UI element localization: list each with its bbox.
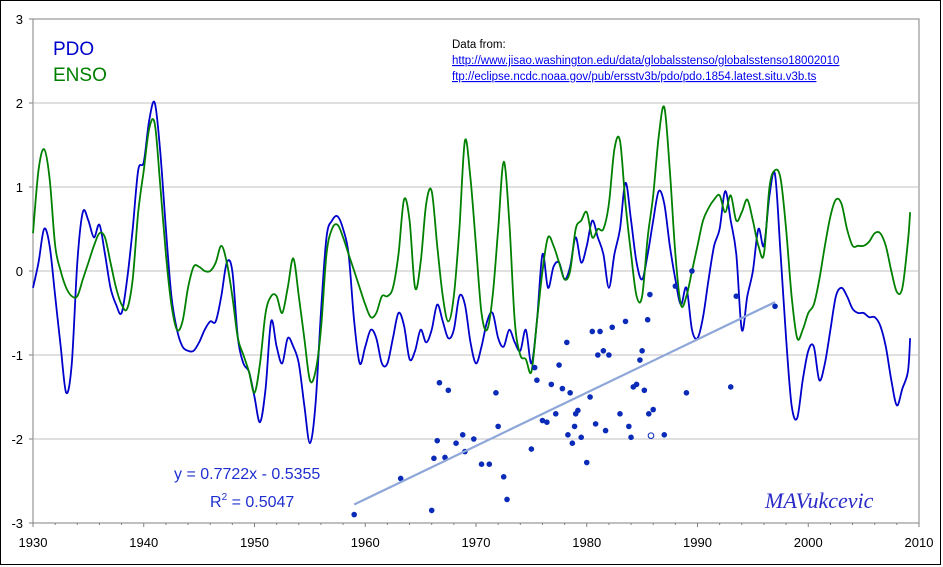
y-tick-label-3: 3 [16,12,23,27]
scatter-layer [351,268,778,518]
scatter-point-hollow-0 [647,432,655,439]
scatter-point-25 [556,362,562,368]
x-tick-label-2000: 2000 [794,535,823,550]
scatter-point-39 [595,352,601,358]
series-line-enso [32,105,911,394]
scatter-point-1 [397,475,404,482]
scatter-point-52 [639,348,645,354]
scatter-point-41 [600,348,607,354]
scatter-point-42 [602,427,609,434]
gridlines [29,18,920,527]
scatter-point-59 [672,283,679,289]
scatter-point-38 [592,421,599,427]
scatter-point-47 [626,423,632,430]
scatter-point-50 [633,381,640,388]
scatter-point-60 [683,390,690,396]
scatter-point-8 [453,440,459,447]
scatter-point-2 [428,507,435,514]
scatter-point-20 [534,377,540,384]
series-layer [32,100,911,445]
scatter-point-58 [661,432,668,438]
source-heading: Data from: [452,39,506,51]
scatter-point-61 [689,268,695,274]
scatter-point-5 [436,379,443,386]
scatter-point-29 [567,390,573,396]
scatter-point-57 [650,406,656,413]
scatter-point-33 [575,407,581,414]
regression-equation: y = 0.7722x - 0.5355 [174,466,320,483]
scatter-point-13 [486,461,493,468]
scatter-point-4 [434,437,441,444]
scatter-point-7 [445,387,452,394]
x-tick-label-1980: 1980 [572,535,601,550]
scatter-point-14 [493,390,499,396]
scatter-point-54 [644,316,651,323]
scatter-point-37 [589,328,596,335]
scatter-point-12 [478,461,485,468]
scatter-point-3 [431,455,437,462]
scatter-point-45 [617,411,623,417]
x-tick-label-1970: 1970 [462,535,491,550]
scatter-point-51 [637,357,643,363]
scatter-point-36 [587,394,593,400]
r2-value: = 0.5047 [227,494,294,511]
source-link-pdo[interactable]: ftp://eclipse.ncdc.noaa.gov/pub/ersstv3b… [452,71,817,83]
scatter-point-9 [459,432,466,438]
scatter-point-64 [772,303,778,310]
scatter-point-22 [544,419,550,426]
trendline [353,301,776,506]
scatter-point-34 [578,434,585,441]
tick-labels: 3 2 1 0 -1 -2 -3 1930 1940 1950 1960 1970 1980 1990 20… [11,12,933,550]
scatter-point-31 [571,423,578,430]
scatter-point-43 [606,352,612,358]
scatter-point-23 [548,381,555,388]
r2-prefix: R [210,494,222,511]
scatter-point-24 [552,411,559,417]
y-tick-label--1: -1 [11,348,23,363]
scatter-point-53 [641,387,648,394]
scatter-point-15 [495,423,501,430]
author-signature: MAVukcevic [764,488,874,513]
scatter-point-35 [583,459,590,466]
scatter-point-56 [647,291,653,298]
legend-enso: ENSO [53,65,107,86]
y-tick-label-1: 1 [16,180,23,195]
x-tick-label-2010: 2010 [905,535,934,550]
scatter-point-0 [351,511,357,518]
scatter-point-30 [569,440,576,447]
scatter-point-46 [622,318,629,325]
x-tick-label-1990: 1990 [683,535,712,550]
r2-superscript: 2 [222,492,228,503]
scatter-point-17 [504,496,510,503]
scatter-point-55 [645,411,652,417]
x-tick-label-1950: 1950 [240,535,269,550]
source-link-enso[interactable]: http://www.jisao.washington.edu/data/glo… [452,55,839,67]
scatter-point-62 [727,384,734,390]
scatter-point-44 [609,324,616,331]
y-tick-label--2: -2 [11,432,23,447]
scatter-point-21 [539,417,546,424]
scatter-point-16 [500,474,507,480]
scatter-point-19 [531,364,538,371]
x-tick-label-1960: 1960 [351,535,380,550]
scatter-point-63 [733,293,740,300]
scatter-point-11 [470,436,477,442]
regression-r2: R2 = 0.5047 [210,492,294,511]
y-tick-label-2: 2 [16,96,23,111]
x-tick-label-1930: 1930 [19,535,48,550]
scatter-point-26 [559,385,566,392]
scatter-point-28 [565,432,571,438]
x-tick-label-1940: 1940 [129,535,158,550]
y-tick-label-0: 0 [16,264,23,279]
scatter-point-18 [528,446,535,452]
legend-pdo: PDO [53,39,94,60]
scatter-point-40 [597,328,603,335]
scatter-point-27 [564,339,570,346]
scatter-point-6 [442,454,448,461]
y-tick-label--3: -3 [11,516,23,531]
scatter-point-48 [628,434,634,441]
